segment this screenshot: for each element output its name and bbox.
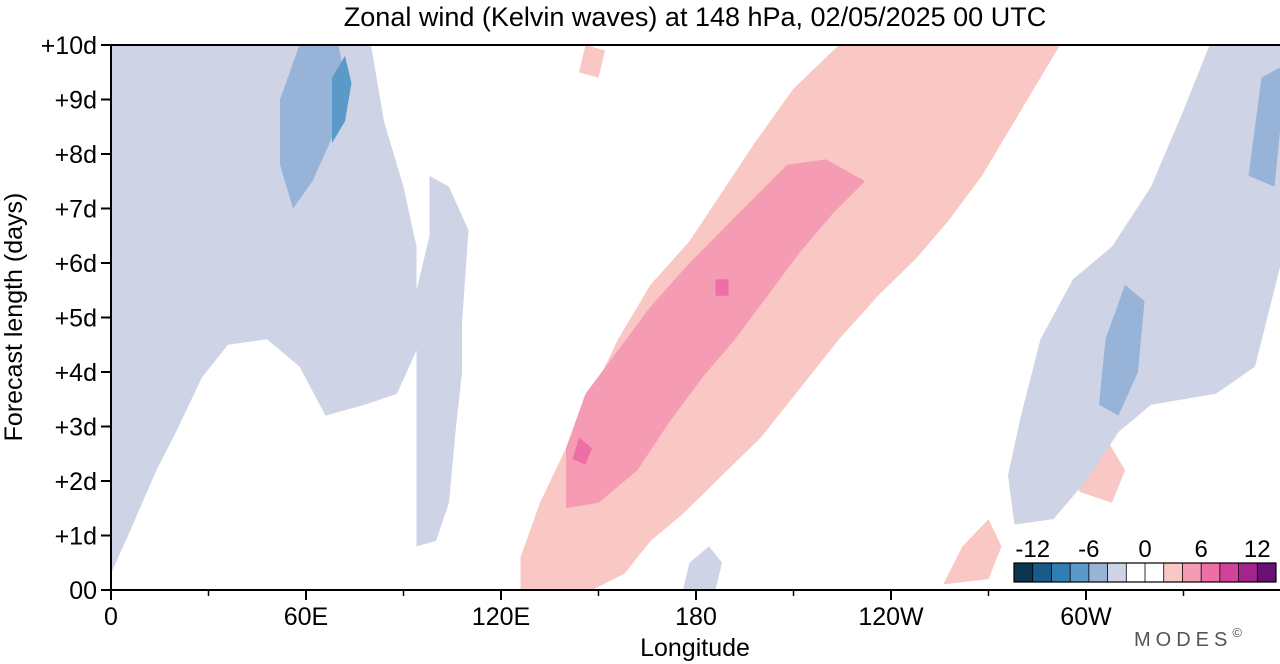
y-tick-label: +9d xyxy=(55,87,97,115)
colorbar-swatch xyxy=(1201,563,1220,582)
colorbar-label: 12 xyxy=(1244,536,1271,563)
field-neg-band-east xyxy=(1008,45,1280,525)
x-tick-label: 180 xyxy=(675,603,717,631)
colorbar-label: 6 xyxy=(1194,536,1207,563)
field-neg-area-west xyxy=(111,45,417,574)
colorbar-swatch xyxy=(1070,563,1089,582)
x-axis-label: Longitude xyxy=(640,634,750,662)
brand-name: MODES xyxy=(1134,629,1232,651)
field-neg-west-mod xyxy=(280,45,345,209)
y-tick-label: +4d xyxy=(55,359,97,387)
colorbar-swatch xyxy=(1145,563,1164,582)
axis-ticks: 0 60E 120E 180 120W 60W 00 +1d +2d +3d +4d +5d +6d +7… xyxy=(41,32,1185,631)
colorbar: -12 -6 0 6 12 xyxy=(1010,533,1280,586)
x-tick-label: 60E xyxy=(284,603,328,631)
field-neg-patch-south xyxy=(683,546,722,590)
colorbar-label: 0 xyxy=(1138,536,1151,563)
y-axis-label: Forecast length (days) xyxy=(0,193,28,442)
colorbar-swatch xyxy=(1257,563,1276,582)
y-tick-label: +10d xyxy=(41,32,97,60)
modes-logo: MODES© xyxy=(1134,625,1247,651)
colorbar-swatch xyxy=(1107,563,1127,582)
y-tick-label: +5d xyxy=(55,305,97,333)
field-neg-east-mod-b xyxy=(1248,67,1280,187)
colorbar-swatch xyxy=(1051,563,1071,582)
colorbar-swatch xyxy=(1032,563,1052,582)
y-tick-label: +3d xyxy=(55,414,97,442)
colorbar-swatch xyxy=(1088,563,1108,582)
x-tick-label: 120W xyxy=(858,603,924,631)
brand-mark: © xyxy=(1232,625,1247,640)
field-pos-band-weak xyxy=(520,45,1060,590)
field-pos-patch-weak-c xyxy=(579,45,605,78)
colorbar-swatch xyxy=(1126,563,1145,582)
x-tick-label: 120E xyxy=(472,603,530,631)
y-tick-label: +1d xyxy=(55,523,97,551)
x-tick-label: 0 xyxy=(104,603,118,631)
colorbar-swatch xyxy=(1014,563,1033,582)
y-tick-label: +7d xyxy=(55,196,97,224)
colorbar-swatch xyxy=(1219,563,1239,582)
field-pos-patch-weak-a xyxy=(943,519,1002,585)
colorbar-label: -12 xyxy=(1015,536,1050,563)
colorbar-label: -6 xyxy=(1078,536,1099,563)
y-tick-label: +6d xyxy=(55,250,97,278)
field-pos-core-a xyxy=(572,437,592,465)
contour-fields xyxy=(111,45,1280,590)
field-neg-west-strong xyxy=(332,55,352,144)
y-tick-label: 00 xyxy=(69,577,97,605)
field-pos-core-b xyxy=(715,279,729,296)
colorbar-swatch xyxy=(1163,563,1183,582)
field-neg-area-western-pacific xyxy=(416,175,469,547)
field-pos-band-mod xyxy=(566,159,865,509)
colorbar-swatch xyxy=(1238,563,1258,582)
field-neg-east-mod-a xyxy=(1099,284,1145,416)
y-tick-label: +8d xyxy=(55,141,97,169)
colorbar-swatch xyxy=(1182,563,1202,582)
chart-title: Zonal wind (Kelvin waves) at 148 hPa, 02… xyxy=(344,2,1046,32)
y-tick-label: +2d xyxy=(55,468,97,496)
x-tick-label: 60W xyxy=(1060,603,1112,631)
